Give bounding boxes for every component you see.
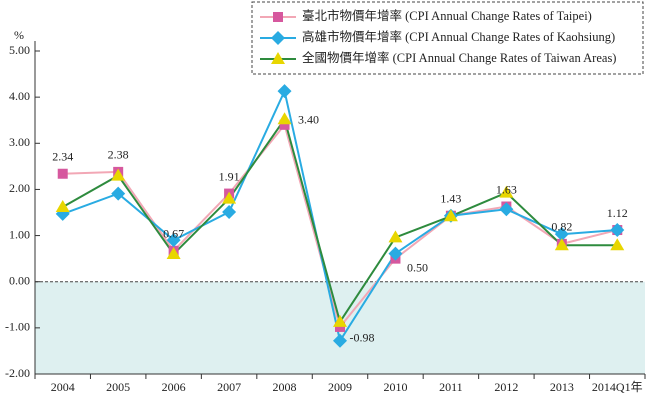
legend-label: 全國物價年增率 (CPI Annual Change Rates of Taiw… bbox=[302, 50, 616, 65]
y-tick-label: 0.00 bbox=[9, 273, 30, 287]
x-tick-label: 2009 bbox=[328, 380, 352, 394]
data-label: 1.63 bbox=[496, 182, 517, 196]
x-tick-label: 2011 bbox=[439, 380, 463, 394]
data-label: 2.38 bbox=[108, 148, 129, 162]
marker bbox=[57, 168, 68, 179]
x-tick-label: 2004 bbox=[51, 380, 75, 394]
marker bbox=[273, 12, 283, 22]
x-tick-label: 2012 bbox=[494, 380, 518, 394]
marker bbox=[279, 119, 290, 130]
y-tick-label: 1.00 bbox=[9, 227, 30, 241]
data-label: 0.50 bbox=[407, 260, 428, 274]
y-axis-label: % bbox=[14, 28, 24, 42]
marker bbox=[271, 52, 285, 64]
x-tick-label: 2010 bbox=[383, 380, 407, 394]
marker bbox=[222, 191, 237, 204]
y-tick-label: 5.00 bbox=[9, 43, 30, 57]
data-label: 1.91 bbox=[219, 169, 240, 183]
marker bbox=[166, 247, 181, 260]
marker bbox=[111, 186, 126, 201]
data-label: 1.43 bbox=[440, 191, 461, 205]
x-tick-label: 2008 bbox=[273, 380, 297, 394]
y-tick-label: 4.00 bbox=[9, 89, 30, 103]
marker bbox=[554, 227, 569, 242]
x-tick-label: 2005 bbox=[106, 380, 130, 394]
legend-label: 高雄市物價年增率 (CPI Annual Change Rates of Kao… bbox=[302, 29, 615, 44]
legend-box bbox=[251, 1, 644, 75]
x-tick-label: 2014Q1年 bbox=[592, 380, 643, 394]
y-tick-label: -2.00 bbox=[5, 366, 30, 380]
marker bbox=[610, 223, 625, 238]
marker bbox=[277, 112, 292, 125]
x-tick-label: 2006 bbox=[162, 380, 186, 394]
data-label: -0.98 bbox=[350, 331, 375, 345]
y-tick-label: -1.00 bbox=[5, 320, 30, 334]
y-tick-label: 2.00 bbox=[9, 181, 30, 195]
marker bbox=[271, 31, 285, 45]
marker bbox=[111, 168, 126, 181]
marker bbox=[443, 209, 458, 222]
marker bbox=[610, 238, 625, 251]
legend-label: 臺北市物價年增率 (CPI Annual Change Rates of Tai… bbox=[302, 8, 592, 23]
marker bbox=[55, 199, 70, 212]
marker bbox=[333, 314, 347, 327]
x-tick-label: 2013 bbox=[550, 380, 574, 394]
data-label: 0.67 bbox=[163, 227, 184, 241]
data-label: 3.40 bbox=[298, 113, 319, 127]
marker bbox=[277, 84, 292, 99]
data-label: 1.12 bbox=[607, 206, 628, 220]
marker bbox=[388, 246, 403, 261]
marker bbox=[499, 202, 514, 217]
marker bbox=[388, 230, 403, 243]
data-label: 0.82 bbox=[551, 220, 572, 234]
marker bbox=[166, 233, 181, 248]
x-tick-label: 2007 bbox=[217, 380, 241, 394]
y-tick-label: 3.00 bbox=[9, 135, 30, 149]
marker bbox=[222, 205, 237, 220]
data-label: 2.34 bbox=[52, 149, 73, 163]
marker bbox=[499, 185, 514, 198]
marker bbox=[554, 238, 569, 251]
marker bbox=[335, 321, 345, 332]
marker bbox=[333, 333, 347, 348]
